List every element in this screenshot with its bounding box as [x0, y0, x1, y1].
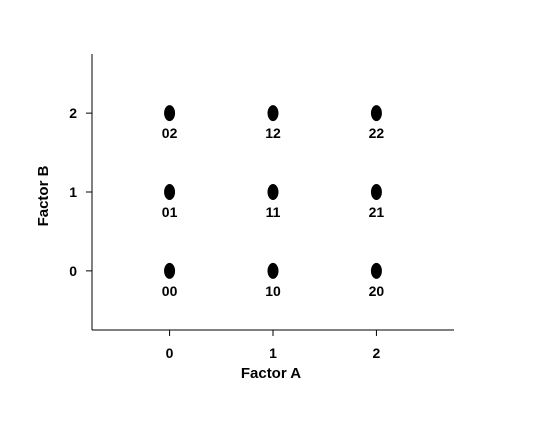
y-tick-label: 0: [69, 263, 77, 279]
y-tick-label: 2: [69, 105, 77, 121]
y-axis-title: Factor B: [35, 165, 52, 226]
point-label-12: 12: [265, 125, 281, 141]
x-tick-label: 0: [166, 345, 174, 361]
point-label-00: 00: [162, 283, 178, 299]
data-point-21: [370, 184, 382, 200]
data-point-02: [164, 105, 176, 122]
y-tick-label: 1: [69, 184, 77, 200]
data-point-00: [164, 262, 176, 279]
x-axis-title: Factor A: [241, 365, 301, 382]
point-label-10: 10: [265, 283, 281, 299]
data-point-20: [370, 262, 382, 279]
y-axis-ticks: 0 1 2: [69, 105, 92, 279]
point-label-20: 20: [369, 283, 385, 299]
point-label-02: 02: [162, 125, 178, 141]
data-point-22: [370, 105, 382, 122]
point-label-11: 11: [266, 204, 281, 220]
x-tick-label: 1: [269, 345, 277, 361]
data-point-10: [267, 262, 279, 279]
point-label-21: 21: [369, 204, 385, 220]
data-point-11: [267, 184, 279, 200]
x-tick-label: 2: [373, 345, 381, 361]
point-label-01: 01: [162, 204, 178, 220]
data-point-12: [267, 105, 279, 122]
data-point-01: [164, 184, 176, 200]
data-points: 00 10 20 01 11 21 02 12 22: [162, 105, 385, 299]
point-label-22: 22: [369, 125, 385, 141]
x-axis-ticks: 0 1 2: [166, 330, 381, 361]
